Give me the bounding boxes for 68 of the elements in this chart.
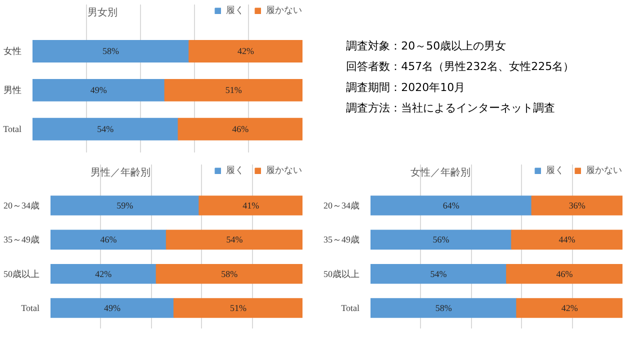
bar <box>50 196 200 216</box>
bar <box>506 264 622 284</box>
y-tick-label: 男性 <box>4 85 22 96</box>
data-label: 36% <box>568 200 586 210</box>
data-label: 41% <box>242 200 260 210</box>
data-label: 42% <box>95 268 112 279</box>
chart-title: 女性／年齢別 <box>410 166 470 178</box>
y-tick-label: 20～34歳 <box>4 200 40 210</box>
data-label: 54% <box>430 268 448 279</box>
bar <box>178 118 302 140</box>
bar <box>50 230 167 250</box>
bar <box>156 264 302 284</box>
bar <box>166 230 302 250</box>
legend-label: 履かない <box>266 164 302 177</box>
bar <box>370 196 532 216</box>
data-label: 58% <box>435 303 452 313</box>
y-tick-label: 35～49歳 <box>4 234 40 245</box>
bar <box>32 78 166 102</box>
legend-label: 履く <box>226 4 245 17</box>
data-label: 44% <box>558 234 576 245</box>
data-label: 54% <box>226 234 244 245</box>
bar <box>188 40 302 62</box>
legend-label: 履く <box>226 164 245 177</box>
data-label: 46% <box>556 268 574 279</box>
bar <box>198 196 302 216</box>
data-label: 49% <box>90 85 108 96</box>
data-label: 64% <box>442 200 460 210</box>
data-label: 46% <box>100 234 118 245</box>
bar <box>370 230 512 250</box>
bar <box>32 118 179 140</box>
bar <box>370 264 508 284</box>
bar <box>50 264 157 284</box>
legend-label: 履かない <box>586 164 622 177</box>
data-label: 51% <box>225 85 242 96</box>
y-tick-label: 50歳以上 <box>4 268 40 279</box>
bar <box>531 196 622 216</box>
text: 回答者数：457名（男性232名、女性225名） <box>346 60 574 74</box>
bar <box>50 298 174 318</box>
data-label: 42% <box>561 303 578 313</box>
bar <box>370 298 518 318</box>
data-label: 46% <box>232 124 250 134</box>
chart-title: 男女別 <box>88 6 118 18</box>
data-label: 58% <box>102 46 120 56</box>
data-label: 59% <box>116 200 134 210</box>
text: 調査方法：当社によるインターネット調査 <box>346 102 556 115</box>
legend-label: 履かない <box>266 4 302 17</box>
bar <box>511 230 622 250</box>
y-tick-label: 20～34歳 <box>324 200 360 210</box>
bar <box>164 78 302 102</box>
bar <box>32 40 190 62</box>
data-label: 58% <box>221 268 238 279</box>
bar <box>173 298 302 318</box>
y-tick-label: Total <box>341 303 360 313</box>
y-tick-label: Total <box>3 124 22 134</box>
y-tick-label: 女性 <box>4 46 22 56</box>
data-label: 42% <box>238 46 255 56</box>
text: 調査対象：20～50歳以上の男女 <box>346 39 506 52</box>
bar <box>516 298 622 318</box>
y-tick-label: Total <box>21 303 40 313</box>
legend-label: 履く <box>546 164 565 177</box>
chart-title: 男性／年齢別 <box>90 166 150 178</box>
y-tick-label: 35～49歳 <box>324 234 360 245</box>
data-label: 54% <box>97 124 114 134</box>
data-label: 49% <box>104 303 121 313</box>
text: 調査期間：2020年10月 <box>346 80 466 94</box>
data-label: 51% <box>230 303 247 313</box>
data-label: 56% <box>432 234 450 245</box>
y-tick-label: 50歳以上 <box>324 268 360 279</box>
